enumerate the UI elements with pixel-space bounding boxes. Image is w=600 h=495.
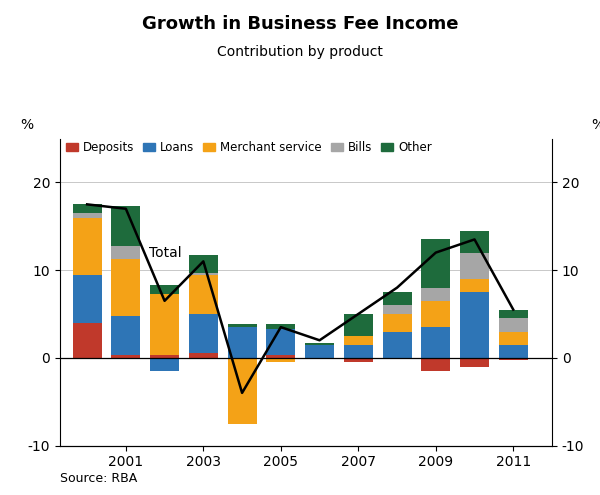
Bar xyxy=(460,292,489,358)
Bar xyxy=(112,259,140,316)
Text: Source: RBA: Source: RBA xyxy=(60,472,137,485)
Bar xyxy=(305,343,334,345)
Text: %: % xyxy=(20,118,34,133)
Bar xyxy=(150,285,179,294)
Bar xyxy=(460,252,489,279)
Bar xyxy=(150,358,179,371)
Bar xyxy=(266,329,295,355)
Legend: Deposits, Loans, Merchant service, Bills, Other: Deposits, Loans, Merchant service, Bills… xyxy=(66,142,431,154)
Bar xyxy=(73,213,101,217)
Bar xyxy=(344,358,373,362)
Bar xyxy=(460,279,489,292)
Bar xyxy=(460,231,489,252)
Bar xyxy=(112,206,140,246)
Bar xyxy=(383,332,412,358)
Bar xyxy=(73,217,101,275)
Bar xyxy=(266,324,295,329)
Bar xyxy=(421,301,451,327)
Bar xyxy=(499,309,528,318)
Bar xyxy=(150,355,179,358)
Bar xyxy=(344,345,373,358)
Bar xyxy=(344,314,373,336)
Bar xyxy=(383,292,412,305)
Bar xyxy=(189,314,218,353)
Bar xyxy=(189,353,218,358)
Bar xyxy=(499,345,528,358)
Bar xyxy=(266,358,295,362)
Bar xyxy=(189,255,218,273)
Bar xyxy=(460,358,489,367)
Bar xyxy=(189,273,218,275)
Bar xyxy=(227,327,257,358)
Bar xyxy=(499,318,528,332)
Bar xyxy=(499,332,528,345)
Bar xyxy=(112,355,140,358)
Bar xyxy=(421,240,451,288)
Bar xyxy=(112,316,140,355)
Bar xyxy=(266,355,295,358)
Bar xyxy=(189,275,218,314)
Bar xyxy=(421,288,451,301)
Bar xyxy=(227,358,257,424)
Bar xyxy=(421,358,451,371)
Bar xyxy=(227,324,257,327)
Text: Total: Total xyxy=(149,246,182,260)
Bar xyxy=(73,204,101,213)
Bar xyxy=(112,246,140,259)
Bar xyxy=(305,345,334,358)
Bar xyxy=(344,336,373,345)
Text: Contribution by product: Contribution by product xyxy=(217,45,383,58)
Bar xyxy=(73,323,101,358)
Bar xyxy=(421,327,451,358)
Bar xyxy=(73,275,101,323)
Bar xyxy=(383,314,412,332)
Bar xyxy=(383,305,412,314)
Bar xyxy=(150,294,179,355)
Bar xyxy=(499,358,528,360)
Text: %: % xyxy=(592,118,600,133)
Text: Growth in Business Fee Income: Growth in Business Fee Income xyxy=(142,15,458,33)
